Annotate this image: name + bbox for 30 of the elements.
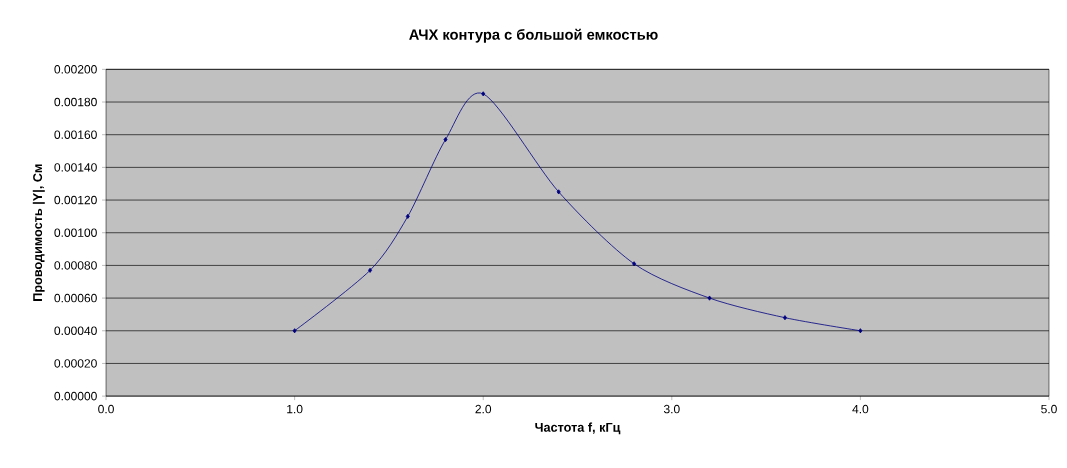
- point: [556, 189, 561, 195]
- x-tick-label: 3.0: [663, 404, 680, 414]
- x-tick-label: 1.0: [287, 404, 303, 414]
- point: [707, 295, 712, 301]
- x-tick-label: 2.0: [475, 404, 492, 414]
- point: [632, 261, 637, 267]
- x-tick-label: 5.0: [1041, 404, 1057, 414]
- point: [858, 328, 863, 334]
- y-tick-label: 0.00000: [54, 391, 97, 401]
- y-tick-label: 0.00100: [54, 228, 97, 237]
- y-tick-label: 0.00180: [54, 97, 97, 107]
- y-tick-label: 0.00020: [54, 359, 97, 368]
- point: [405, 213, 410, 219]
- point: [443, 137, 448, 143]
- point: [481, 91, 486, 97]
- y-tick-label: 0.00160: [54, 130, 97, 139]
- y-tick-label: 0.00040: [54, 326, 97, 335]
- x-axis-title: Частота f, кГц: [535, 422, 621, 435]
- x-tick-label: 4.0: [852, 404, 869, 414]
- y-tick-label: 0.00200: [54, 65, 97, 74]
- y-tick-label: 0.00060: [54, 293, 97, 303]
- y-tick-label: 0.00080: [54, 261, 97, 270]
- chart-title: АЧХ контура с большой емкостью: [409, 28, 658, 43]
- y-axis-title: Проводимость |Y|, См: [32, 164, 45, 301]
- y-tick-label: 0.00120: [54, 195, 97, 205]
- y-tick-label: 0.00140: [54, 163, 97, 172]
- point: [368, 267, 373, 273]
- point: [782, 315, 787, 321]
- x-tick-label: 0.0: [98, 404, 114, 414]
- point: [292, 328, 297, 334]
